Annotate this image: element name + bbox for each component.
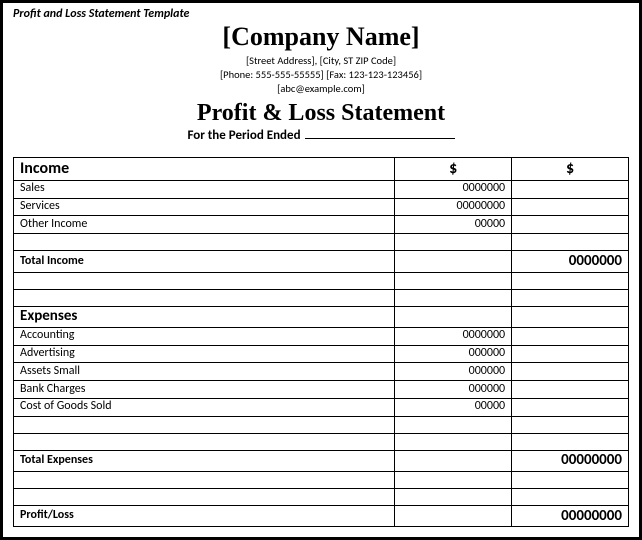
email-line: [abc@example.com]: [13, 82, 629, 96]
income-header-row: Income $ $: [14, 157, 629, 180]
row-label: Accounting: [14, 327, 395, 345]
row-blank: [395, 306, 512, 327]
statement-title: Profit & Loss Statement: [13, 100, 629, 126]
row-blank: [512, 381, 629, 399]
row-blank: [14, 272, 395, 289]
period-line: For the Period Ended: [13, 128, 629, 143]
row-blank: [395, 234, 512, 251]
table-row: [14, 489, 629, 506]
row-label: Advertising: [14, 345, 395, 363]
row-blank: [395, 251, 512, 272]
row-blank: [512, 433, 629, 450]
address-line: [Street Address], [City, ST ZIP Code]: [13, 54, 629, 68]
income-heading: Income: [14, 157, 395, 180]
row-value: 000000: [395, 363, 512, 381]
row-blank: [14, 416, 395, 433]
row-value: 000000: [395, 381, 512, 399]
header: [Company Name] [Street Address], [City, …: [13, 23, 629, 143]
table-row: Bank Charges 000000: [14, 381, 629, 399]
template-label: Profit and Loss Statement Template: [13, 7, 629, 21]
row-value: 000000: [395, 345, 512, 363]
row-blank: [512, 363, 629, 381]
period-label: For the Period Ended: [187, 128, 300, 143]
col3-header: $: [512, 157, 629, 180]
row-blank: [512, 234, 629, 251]
table-row: [14, 472, 629, 489]
expenses-header-row: Expenses: [14, 306, 629, 327]
row-blank: [14, 472, 395, 489]
row-blank: [512, 327, 629, 345]
row-blank: [512, 198, 629, 216]
row-blank: [512, 398, 629, 416]
row-value: 00000: [395, 398, 512, 416]
table-row: Accounting 0000000: [14, 327, 629, 345]
table-row: Services 00000000: [14, 198, 629, 216]
expenses-total-row: Total Expenses 00000000: [14, 450, 629, 471]
row-blank: [512, 289, 629, 306]
table-row: [14, 416, 629, 433]
table-row: [14, 289, 629, 306]
row-blank: [395, 416, 512, 433]
page-frame: Profit and Loss Statement Template [Comp…: [0, 0, 642, 540]
table-row: Advertising 000000: [14, 345, 629, 363]
expenses-total-label: Total Expenses: [14, 450, 395, 471]
table-row: [14, 272, 629, 289]
expenses-heading: Expenses: [14, 306, 395, 327]
expenses-total-value: 00000000: [512, 450, 629, 471]
table-row: [14, 433, 629, 450]
contact-line: [Phone: 555-555-55555] [Fax: 123-123-123…: [13, 68, 629, 82]
row-blank: [512, 180, 629, 198]
row-blank: [512, 472, 629, 489]
income-total-value: 0000000: [512, 251, 629, 272]
row-blank: [395, 272, 512, 289]
table-row: [14, 234, 629, 251]
row-blank: [395, 289, 512, 306]
row-blank: [14, 234, 395, 251]
row-label: Assets Small: [14, 363, 395, 381]
row-value: 00000000: [395, 198, 512, 216]
row-blank: [395, 506, 512, 527]
address-block: [Street Address], [City, ST ZIP Code] [P…: [13, 54, 629, 97]
col2-header: $: [395, 157, 512, 180]
table-row: Assets Small 000000: [14, 363, 629, 381]
period-blank: [305, 138, 455, 139]
row-label: Bank Charges: [14, 381, 395, 399]
row-blank: [512, 306, 629, 327]
income-total-label: Total Income: [14, 251, 395, 272]
row-value: 0000000: [395, 327, 512, 345]
row-blank: [14, 289, 395, 306]
row-label: Other Income: [14, 216, 395, 234]
row-value: 0000000: [395, 180, 512, 198]
row-label: Cost of Goods Sold: [14, 398, 395, 416]
row-blank: [395, 450, 512, 471]
row-value: 00000: [395, 216, 512, 234]
profitloss-row: Profit/Loss 00000000: [14, 506, 629, 527]
table-row: Other Income 00000: [14, 216, 629, 234]
row-blank: [14, 433, 395, 450]
row-blank: [512, 216, 629, 234]
row-blank: [512, 416, 629, 433]
row-label: Services: [14, 198, 395, 216]
table-row: Cost of Goods Sold 00000: [14, 398, 629, 416]
row-blank: [512, 489, 629, 506]
row-blank: [395, 433, 512, 450]
income-total-row: Total Income 0000000: [14, 251, 629, 272]
row-blank: [14, 489, 395, 506]
row-blank: [395, 489, 512, 506]
row-label: Sales: [14, 180, 395, 198]
row-blank: [512, 345, 629, 363]
profitloss-label: Profit/Loss: [14, 506, 395, 527]
company-name: [Company Name]: [13, 23, 629, 52]
pl-table: Income $ $ Sales 0000000 Services 000000…: [13, 157, 629, 528]
row-blank: [512, 272, 629, 289]
table-row: Sales 0000000: [14, 180, 629, 198]
row-blank: [395, 472, 512, 489]
profitloss-value: 00000000: [512, 506, 629, 527]
